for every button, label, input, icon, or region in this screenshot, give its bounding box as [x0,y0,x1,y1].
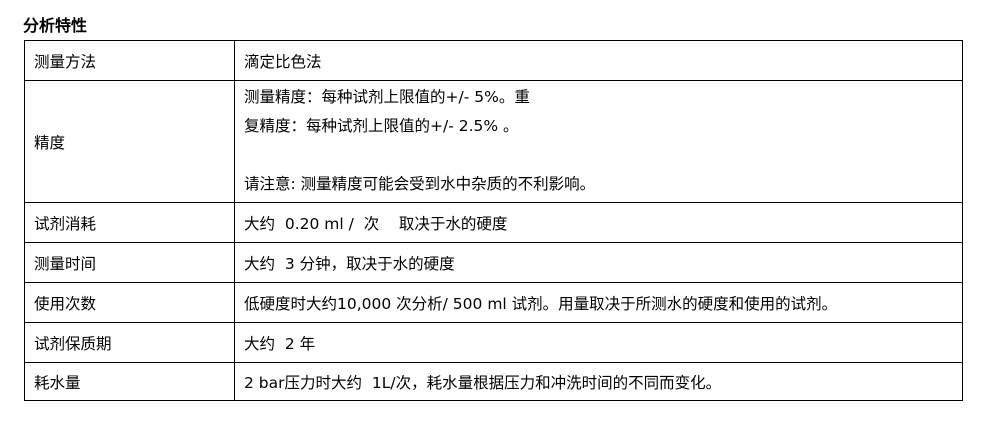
table-row: 测量时间 大约 3 分钟，取决于水的硬度 [24,242,963,283]
row-label: 精度 [24,80,235,203]
row-label: 测量时间 [24,242,235,283]
table-row: 使用次数 低硬度时大约10,000 次分析/ 500 ml 试剂。用量取决于所测… [24,282,963,323]
table-row: 试剂消耗 大约 0.20 ml / 次 取决于水的硬度 [24,202,963,243]
value-line: 复精度：每种试剂上限值的+/- 2.5% 。 [244,117,519,135]
row-value: 低硬度时大约10,000 次分析/ 500 ml 试剂。用量取决于所测水的硬度和… [234,282,963,323]
row-label: 使用次数 [24,282,235,323]
table-row: 精度 测量精度：每种试剂上限值的+/- 5%。重 复精度：每种试剂上限值的+/-… [24,80,963,203]
value-line: 测量精度：每种试剂上限值的+/- 5%。重 [244,88,530,106]
row-label: 试剂消耗 [24,202,235,243]
row-value: 滴定比色法 [234,40,963,81]
value-line: 请注意: 测量精度可能会受到水中杂质的不利影响。 [244,175,596,193]
row-value: 大约 2 年 [234,322,963,363]
table-row: 测量方法 滴定比色法 [24,40,963,81]
row-value: 大约 3 分钟，取决于水的硬度 [234,242,963,283]
value-line-blank [244,141,962,170]
row-label: 试剂保质期 [24,322,235,363]
table-row: 试剂保质期 大约 2 年 [24,322,963,363]
row-value: 2 bar压力时大约 1L/次，耗水量根据压力和冲洗时间的不同而变化。 [234,362,963,401]
row-value: 大约 0.20 ml / 次 取决于水的硬度 [234,202,963,243]
section-title: 分析特性 [23,16,88,35]
row-value: 测量精度：每种试剂上限值的+/- 5%。重 复精度：每种试剂上限值的+/- 2.… [234,80,963,203]
table-row: 耗水量 2 bar压力时大约 1L/次，耗水量根据压力和冲洗时间的不同而变化。 [24,362,963,401]
analysis-characteristics-table: 测量方法 滴定比色法 精度 测量精度：每种试剂上限值的+/- 5%。重 复精度：… [24,40,963,401]
row-label: 耗水量 [24,362,235,401]
row-label: 测量方法 [24,40,235,81]
